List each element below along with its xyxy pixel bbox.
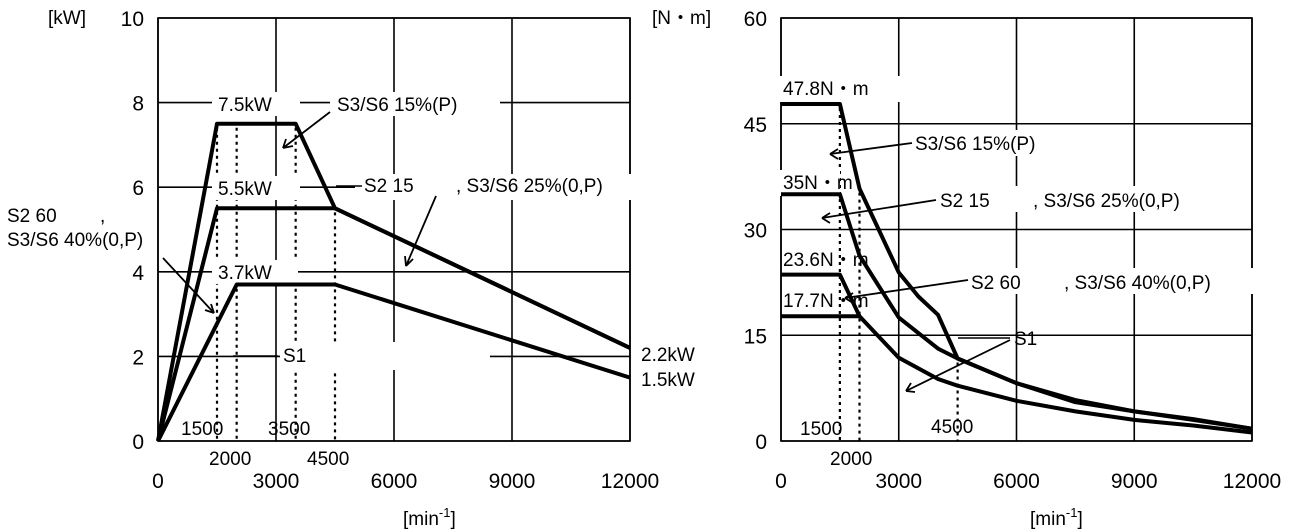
torque-arrows xyxy=(821,142,1011,393)
series-line-1 xyxy=(156,206,631,442)
y-tick-label: 30 xyxy=(744,220,767,243)
arrow-s36-15-torque xyxy=(829,142,913,160)
label-s1-power: S1 xyxy=(283,346,306,367)
marker-4500-power: 4500 xyxy=(307,449,349,470)
y-tick-label: 6 xyxy=(132,177,144,200)
torque-speed-markers xyxy=(838,108,959,441)
torque-y-axis-label: [N・m] xyxy=(652,8,711,29)
label-s36-25-power: , S3/S6 25%(0,P) xyxy=(456,176,603,197)
label-s2-15-torque: S2 15 xyxy=(940,191,990,212)
marker-1500-torque: 1500 xyxy=(800,419,842,440)
torque-y-ticks: 0 15 30 45 60 xyxy=(744,8,767,454)
series-line-2 xyxy=(156,282,631,442)
label-47-8nm: 47.8N・m xyxy=(783,79,869,100)
marker-4500-torque: 4500 xyxy=(931,417,973,438)
label-s2-60-torque: S2 60 xyxy=(971,273,1021,294)
torque-x-axis-label: [min-1] xyxy=(1030,505,1083,530)
y-tick-label: 0 xyxy=(132,431,144,454)
label-35nm: 35N・m xyxy=(783,173,853,194)
torque-x-ticks: 0 3000 6000 9000 12000 xyxy=(775,470,1281,493)
y-tick-label: 45 xyxy=(744,114,767,137)
arrow-s2-60-torque xyxy=(844,279,969,304)
label-s36-40-power: S3/S6 40%(0,P) xyxy=(7,230,143,251)
y-tick-label: 8 xyxy=(132,93,144,116)
power-x-axis-label: [min-1] xyxy=(403,505,456,530)
power-arrows xyxy=(162,111,437,314)
x-tick-label: 0 xyxy=(775,470,787,493)
arrow-s36-25-torque xyxy=(821,199,937,224)
label-s36-15-torque: S3/S6 15%(P) xyxy=(915,134,1035,155)
label-s36-40-torque: , S3/S6 40%(0,P) xyxy=(1064,273,1211,294)
torque-chart: 0 3000 6000 9000 12000 0 15 30 45 60 47.8N・m 35N… xyxy=(652,8,1281,530)
label-s36-15-power: S3/S6 15%(P) xyxy=(337,95,457,116)
label-23-6nm: 23.6N・m xyxy=(783,250,869,271)
marker-1500-power: 1500 xyxy=(181,419,223,440)
arrow-s1-torque xyxy=(905,339,1011,393)
x-tick-label: 12000 xyxy=(1223,470,1281,493)
y-tick-label: 60 xyxy=(744,8,767,31)
power-y-ticks: 0 2 4 6 8 10 xyxy=(121,8,145,454)
series-line-2 xyxy=(781,314,1253,435)
power-grid xyxy=(157,17,631,442)
x-tick-label: 3000 xyxy=(875,470,922,493)
label-s2-60-comma-power: , xyxy=(100,206,105,227)
label-7-5kw: 7.5kW xyxy=(218,95,272,116)
x-tick-label: 3000 xyxy=(253,470,300,493)
label-s36-25-torque: , S3/S6 25%(0,P) xyxy=(1033,191,1180,212)
y-tick-label: 10 xyxy=(121,8,144,31)
x-tick-label: 12000 xyxy=(601,470,659,493)
y-tick-label: 2 xyxy=(132,346,144,369)
label-s2-15-power: S2 15 xyxy=(364,176,414,197)
series-line-1 xyxy=(781,192,1253,431)
marker-2000-power: 2000 xyxy=(209,449,251,470)
arrow-s36-25-power xyxy=(404,195,437,267)
power-x-ticks: 0 3000 6000 9000 12000 xyxy=(152,470,659,493)
label-s1-torque: S1 xyxy=(1014,329,1037,350)
power-y-axis-label: [kW] xyxy=(48,8,86,29)
label-s2-60-power: S2 60 xyxy=(7,206,57,227)
x-tick-label: 9000 xyxy=(489,470,536,493)
label-17-7nm: 17.7N・m xyxy=(783,291,869,312)
arrow-s2-60-power xyxy=(162,257,215,314)
x-tick-label: 6000 xyxy=(993,470,1040,493)
marker-2000-torque: 2000 xyxy=(830,449,872,470)
y-tick-label: 0 xyxy=(755,431,767,454)
y-tick-label: 4 xyxy=(132,262,144,285)
x-tick-label: 9000 xyxy=(1111,470,1158,493)
y-tick-label: 15 xyxy=(744,325,767,348)
marker-3500-power: 3500 xyxy=(268,419,310,440)
label-2-2kw: 2.2kW xyxy=(641,345,695,366)
label-3-7kw: 3.7kW xyxy=(218,263,272,284)
arrow-s36-15-power xyxy=(282,111,331,149)
label-1-5kw: 1.5kW xyxy=(641,370,695,391)
x-tick-label: 0 xyxy=(152,470,164,493)
power-curves xyxy=(156,121,631,442)
x-tick-label: 6000 xyxy=(371,470,418,493)
power-chart: 0 3000 6000 9000 12000 0 2 4 6 8 10 7.5kW 5.5kW 3… xyxy=(7,8,695,530)
label-5-5kw: 5.5kW xyxy=(218,179,272,200)
